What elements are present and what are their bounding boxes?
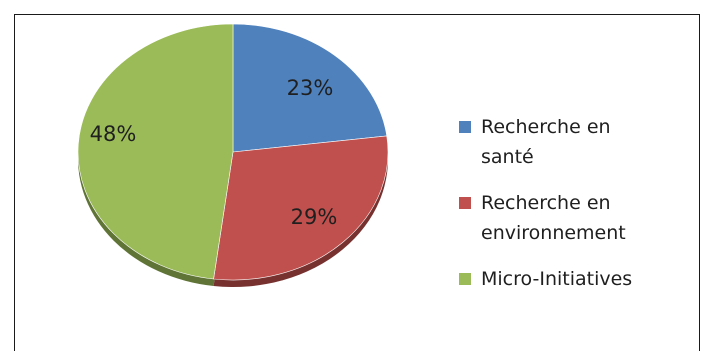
legend-label-line: Micro-Initiatives: [481, 268, 633, 290]
legend: Recherche en santé Recherche en environn…: [459, 112, 699, 310]
pie-labels: 23% 29% 48%: [90, 76, 338, 229]
slice-data-label-micro-initiatives: 48%: [90, 122, 137, 146]
legend-swatch-recherche-sante: [459, 121, 471, 133]
legend-item-recherche-environnement: Recherche en environnement: [459, 188, 699, 248]
legend-swatch-recherche-environnement: [459, 197, 471, 209]
legend-item-recherche-sante: Recherche en santé: [459, 112, 699, 172]
pie-slice-recherche-en-sante: [232, 23, 388, 153]
legend-item-micro-initiatives: Micro-Initiatives: [459, 264, 699, 294]
pie-slice-micro-initiatives: [77, 23, 234, 280]
slice-data-label-recherche-en-sante: 23%: [287, 76, 334, 100]
legend-label-line: santé: [481, 146, 534, 168]
legend-label-line: environnement: [481, 222, 626, 244]
pie-slices: [77, 23, 389, 281]
pie-slice-recherche-en-environnement: [213, 135, 389, 281]
legend-label-line: Recherche en: [481, 192, 611, 214]
slice-data-label-recherche-en-environnement: 29%: [291, 205, 338, 229]
legend-swatch-micro-initiatives: [459, 273, 471, 285]
legend-label-line: Recherche en: [481, 116, 611, 138]
